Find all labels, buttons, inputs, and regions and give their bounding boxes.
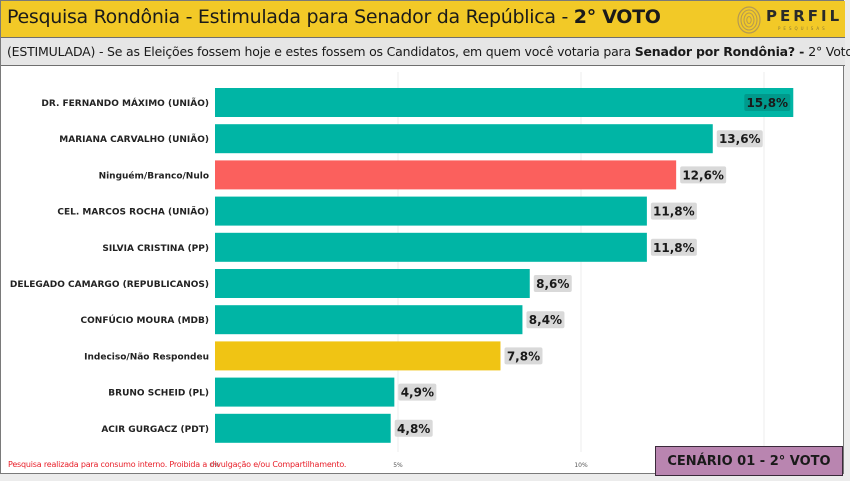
- title-regular: Pesquisa Rondônia - Estimulada para Sena…: [7, 6, 574, 28]
- bar: [215, 305, 523, 335]
- bars: DR. FERNANDO MÁXIMO (UNIÃO) 15,8% MARIANA …: [10, 88, 794, 443]
- bar: [215, 124, 713, 154]
- bar: [215, 196, 647, 226]
- value-label-bg: [744, 94, 791, 111]
- bar: [215, 269, 530, 298]
- bar-row: SILVIA CRISTINA (PP) 11,8%: [102, 232, 697, 262]
- bar-row: CEL. MARCOS ROCHA (UNIÃO) 11,8%: [57, 196, 697, 226]
- value-label-bg: [716, 130, 763, 148]
- value-label-bg: [650, 202, 697, 220]
- question-regular: (ESTIMULADA) - Se as Eleições fossem hoj…: [7, 44, 635, 59]
- category-label: CONFÚCIO MOURA (MDB): [81, 314, 209, 326]
- category-label: DELEGADO CAMARGO (REPUBLICANOS): [10, 280, 209, 290]
- value-label: 8,4%: [529, 313, 562, 327]
- logo-subtext: PESQUISAS: [778, 26, 828, 31]
- category-label: Indeciso/Não Respondeu: [84, 352, 209, 362]
- category-label: Ninguém/Branco/Nulo: [99, 170, 209, 181]
- question-tail: 2° Voto: [808, 44, 850, 59]
- value-label-bg: [394, 419, 433, 437]
- value-label: 12,6%: [682, 168, 724, 182]
- bar-row: Ninguém/Branco/Nulo 12,6%: [99, 160, 727, 190]
- value-label: 11,8%: [653, 241, 695, 255]
- value-label: 4,9%: [401, 386, 434, 400]
- perfil-logo: PERFIL PESQUISAS: [736, 5, 841, 35]
- bar-row: Indeciso/Não Respondeu 7,8%: [84, 341, 543, 371]
- value-label-bg: [680, 166, 727, 184]
- value-label: 13,6%: [719, 132, 761, 146]
- question-bar: (ESTIMULADA) - Se as Eleições fossem hoj…: [1, 38, 850, 66]
- bar: [215, 160, 677, 190]
- scenario-badge: CENÁRIO 01 - 2° VOTO: [655, 446, 843, 476]
- x-tick-label: 10%: [574, 462, 588, 469]
- scenario-label: CENÁRIO 01 - 2° VOTO: [667, 454, 831, 469]
- value-label: 11,8%: [653, 205, 695, 219]
- category-label: MARIANA CARVALHO (UNIÃO): [59, 134, 209, 145]
- value-label: 4,8%: [397, 422, 430, 436]
- bar-row: CONFÚCIO MOURA (MDB) 8,4%: [81, 305, 565, 335]
- category-label: DR. FERNANDO MÁXIMO (UNIÃO): [41, 97, 209, 109]
- question-bold: Senador por Rondônia? -: [634, 44, 809, 59]
- bar-row: BRUNO SCHEID (PL) 4,9%: [108, 377, 437, 407]
- bar-row: MARIANA CARVALHO (UNIÃO) 13,6%: [59, 124, 763, 154]
- logo-text: PERFIL: [766, 7, 843, 25]
- page-title: Pesquisa Rondônia - Estimulada para Sena…: [7, 6, 661, 28]
- value-label-bg: [533, 275, 572, 292]
- value-label-bg: [398, 383, 437, 401]
- bar: [215, 413, 391, 443]
- footnote: Pesquisa realizada para consumo interno.…: [8, 460, 347, 469]
- bar-row: DR. FERNANDO MÁXIMO (UNIÃO) 15,8%: [41, 88, 794, 117]
- x-tick-label: 5%: [393, 462, 403, 469]
- bar-row: ACIR GURGACZ (PDT) 4,8%: [101, 413, 433, 443]
- value-label-bg: [526, 311, 565, 329]
- value-label-bg: [504, 347, 543, 365]
- value-label-bg: [650, 238, 697, 256]
- category-label: SILVIA CRISTINA (PP): [102, 244, 209, 254]
- bar: [215, 341, 501, 371]
- category-label: ACIR GURGACZ (PDT): [101, 425, 209, 435]
- bar: [215, 232, 647, 262]
- bar-row: DELEGADO CAMARGO (REPUBLICANOS) 8,6%: [10, 269, 572, 298]
- title-bold: 2° VOTO: [573, 6, 661, 28]
- question-text: (ESTIMULADA) - Se as Eleições fossem hoj…: [7, 44, 850, 59]
- value-label: 15,8%: [746, 96, 788, 110]
- bar: [215, 377, 395, 407]
- header-bar: Pesquisa Rondônia - Estimulada para Sena…: [1, 1, 845, 38]
- category-label: BRUNO SCHEID (PL): [108, 389, 209, 399]
- category-label: CEL. MARCOS ROCHA (UNIÃO): [57, 207, 209, 218]
- value-label: 7,8%: [507, 349, 540, 363]
- bar: [215, 88, 794, 117]
- value-label: 8,6%: [536, 277, 569, 291]
- x-tick-label: 0%: [210, 462, 220, 469]
- fingerprint-icon: [737, 6, 761, 34]
